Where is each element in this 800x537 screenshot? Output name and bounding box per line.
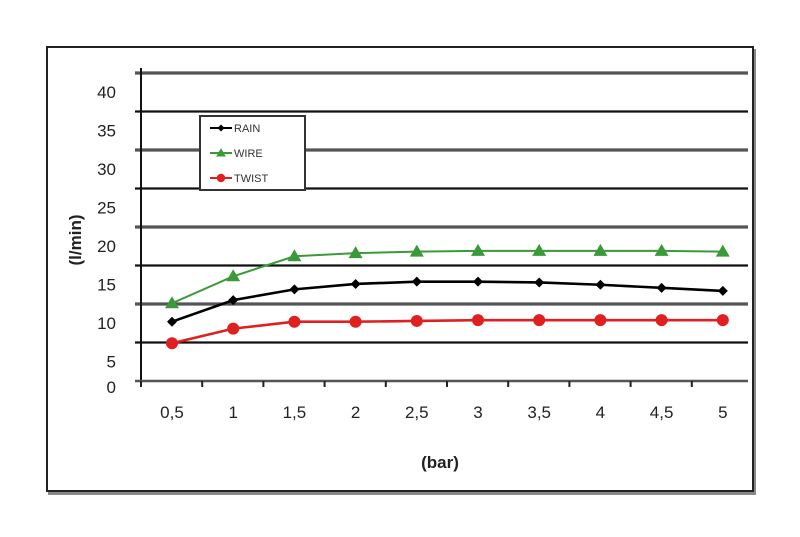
data-point bbox=[656, 282, 667, 293]
legend-label: WIRE bbox=[234, 148, 263, 160]
series-line bbox=[171, 318, 723, 345]
data-point bbox=[595, 279, 606, 290]
y-tick-label: 40 bbox=[97, 83, 116, 102]
data-point bbox=[534, 277, 545, 288]
series-wire bbox=[165, 243, 730, 309]
y-tick-label: 10 bbox=[97, 314, 116, 333]
data-point bbox=[533, 314, 546, 327]
series-rain bbox=[167, 276, 728, 327]
y-tick-label: 0 bbox=[107, 378, 116, 397]
data-point bbox=[472, 314, 484, 327]
data-point bbox=[409, 244, 424, 257]
legend-marker bbox=[216, 173, 226, 183]
x-axis-label: (bar) bbox=[421, 453, 459, 472]
data-point bbox=[348, 246, 363, 259]
data-point bbox=[167, 316, 177, 327]
series-twist bbox=[166, 314, 729, 350]
data-point bbox=[471, 243, 485, 256]
series-line bbox=[171, 280, 723, 323]
x-tick-label: 4 bbox=[596, 403, 605, 422]
data-point bbox=[289, 284, 300, 295]
x-tick-label: 2 bbox=[351, 403, 360, 422]
data-point bbox=[349, 315, 362, 328]
y-axis-label: (l/min) bbox=[66, 215, 85, 266]
x-tick-label: 1,5 bbox=[283, 403, 307, 422]
data-point bbox=[227, 322, 240, 335]
data-point bbox=[715, 244, 730, 257]
data-point bbox=[287, 249, 302, 262]
data-point bbox=[594, 314, 607, 327]
x-tick-label: 1 bbox=[228, 403, 237, 422]
y-tick-label: 5 bbox=[107, 353, 116, 372]
data-point bbox=[717, 285, 728, 296]
legend-label: TWIST bbox=[234, 173, 268, 185]
data-point bbox=[226, 269, 241, 282]
data-point bbox=[350, 278, 361, 289]
data-point bbox=[228, 295, 239, 306]
y-tick-label: 30 bbox=[97, 160, 116, 179]
data-point bbox=[655, 314, 668, 327]
data-point bbox=[165, 296, 179, 309]
legend-marker bbox=[216, 148, 226, 157]
y-tick-label: 15 bbox=[97, 276, 116, 295]
x-tick-label: 3 bbox=[473, 403, 482, 422]
x-tick-label: 5 bbox=[718, 403, 727, 422]
x-tick-label: 3,5 bbox=[527, 403, 551, 422]
x-tick-label: 0,5 bbox=[160, 403, 184, 422]
legend-marker bbox=[217, 124, 225, 132]
data-point bbox=[166, 337, 178, 350]
series-line bbox=[171, 249, 723, 305]
y-tick-label: 25 bbox=[97, 199, 116, 218]
chart-frame bbox=[46, 46, 754, 492]
legend: RAIN WIRE TWIST bbox=[199, 115, 306, 191]
data-point bbox=[532, 243, 547, 256]
data-point bbox=[411, 276, 422, 287]
data-point bbox=[473, 276, 483, 287]
legend-label: RAIN bbox=[234, 123, 260, 135]
x-tick-label: 4,5 bbox=[650, 403, 674, 422]
y-tick-label: 20 bbox=[97, 237, 116, 256]
data-point bbox=[288, 315, 301, 328]
data-point bbox=[410, 314, 423, 327]
data-point bbox=[716, 314, 729, 327]
y-tick-label: 35 bbox=[97, 122, 116, 141]
data-point bbox=[654, 243, 669, 256]
x-tick-label: 2,5 bbox=[405, 403, 429, 422]
data-point bbox=[593, 243, 608, 256]
